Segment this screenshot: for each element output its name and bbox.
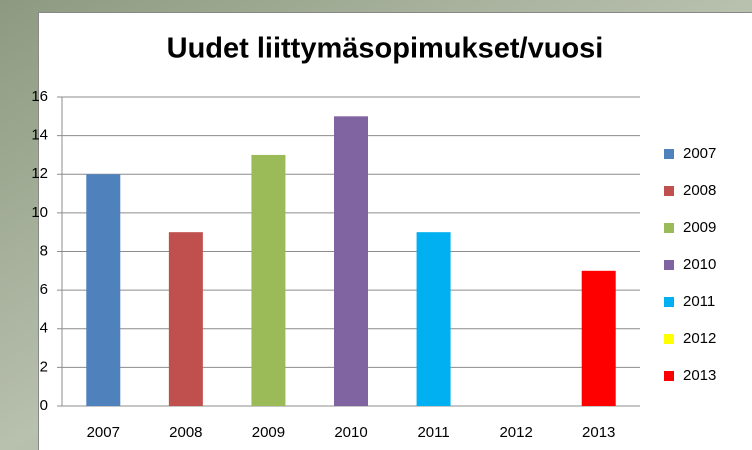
legend-label: 2008 xyxy=(683,182,716,199)
x-tick-label: 2009 xyxy=(252,424,285,441)
chart-title: Uudet liittymäsopimukset/vuosi xyxy=(167,33,604,65)
chart: Uudet liittymäsopimukset/vuosi 0 2 4 6 8 10 12… xyxy=(0,0,752,450)
legend-label: 2007 xyxy=(683,145,716,162)
legend-label: 2012 xyxy=(683,330,716,347)
legend-swatch xyxy=(664,260,674,270)
x-tick-label: 2012 xyxy=(499,424,532,441)
chart-area xyxy=(39,13,752,450)
y-tick-label: 4 xyxy=(40,320,48,337)
y-tick-label: 12 xyxy=(31,165,48,182)
legend-label: 2013 xyxy=(683,367,716,384)
x-tick-label: 2007 xyxy=(87,424,120,441)
bar xyxy=(417,232,451,406)
legend-swatch xyxy=(664,371,674,381)
legend-label: 2010 xyxy=(683,256,716,273)
x-tick-label: 2008 xyxy=(169,424,202,441)
bar xyxy=(169,232,203,406)
x-tick-label: 2010 xyxy=(334,424,367,441)
legend-swatch xyxy=(664,149,674,159)
bar xyxy=(582,271,616,406)
y-tick-label: 0 xyxy=(40,397,48,414)
bar xyxy=(86,174,120,406)
legend-swatch xyxy=(664,186,674,196)
legend-swatch xyxy=(664,334,674,344)
y-tick-label: 6 xyxy=(40,281,48,298)
legend-label: 2011 xyxy=(683,293,715,310)
bar xyxy=(251,155,285,406)
legend-swatch xyxy=(664,297,674,307)
y-tick-label: 16 xyxy=(31,88,48,105)
y-tick-label: 10 xyxy=(31,204,48,221)
y-tick-label: 2 xyxy=(40,358,48,375)
legend-swatch xyxy=(664,223,674,233)
x-tick-label: 2011 xyxy=(417,424,449,441)
legend-label: 2009 xyxy=(683,219,716,236)
page: Uudet liittymäsopimukset/vuosi 0 2 4 6 8 10 12… xyxy=(0,0,752,450)
y-tick-label: 8 xyxy=(40,242,48,259)
x-tick-label: 2013 xyxy=(582,424,615,441)
bar xyxy=(334,116,368,406)
y-tick-label: 14 xyxy=(31,127,48,144)
